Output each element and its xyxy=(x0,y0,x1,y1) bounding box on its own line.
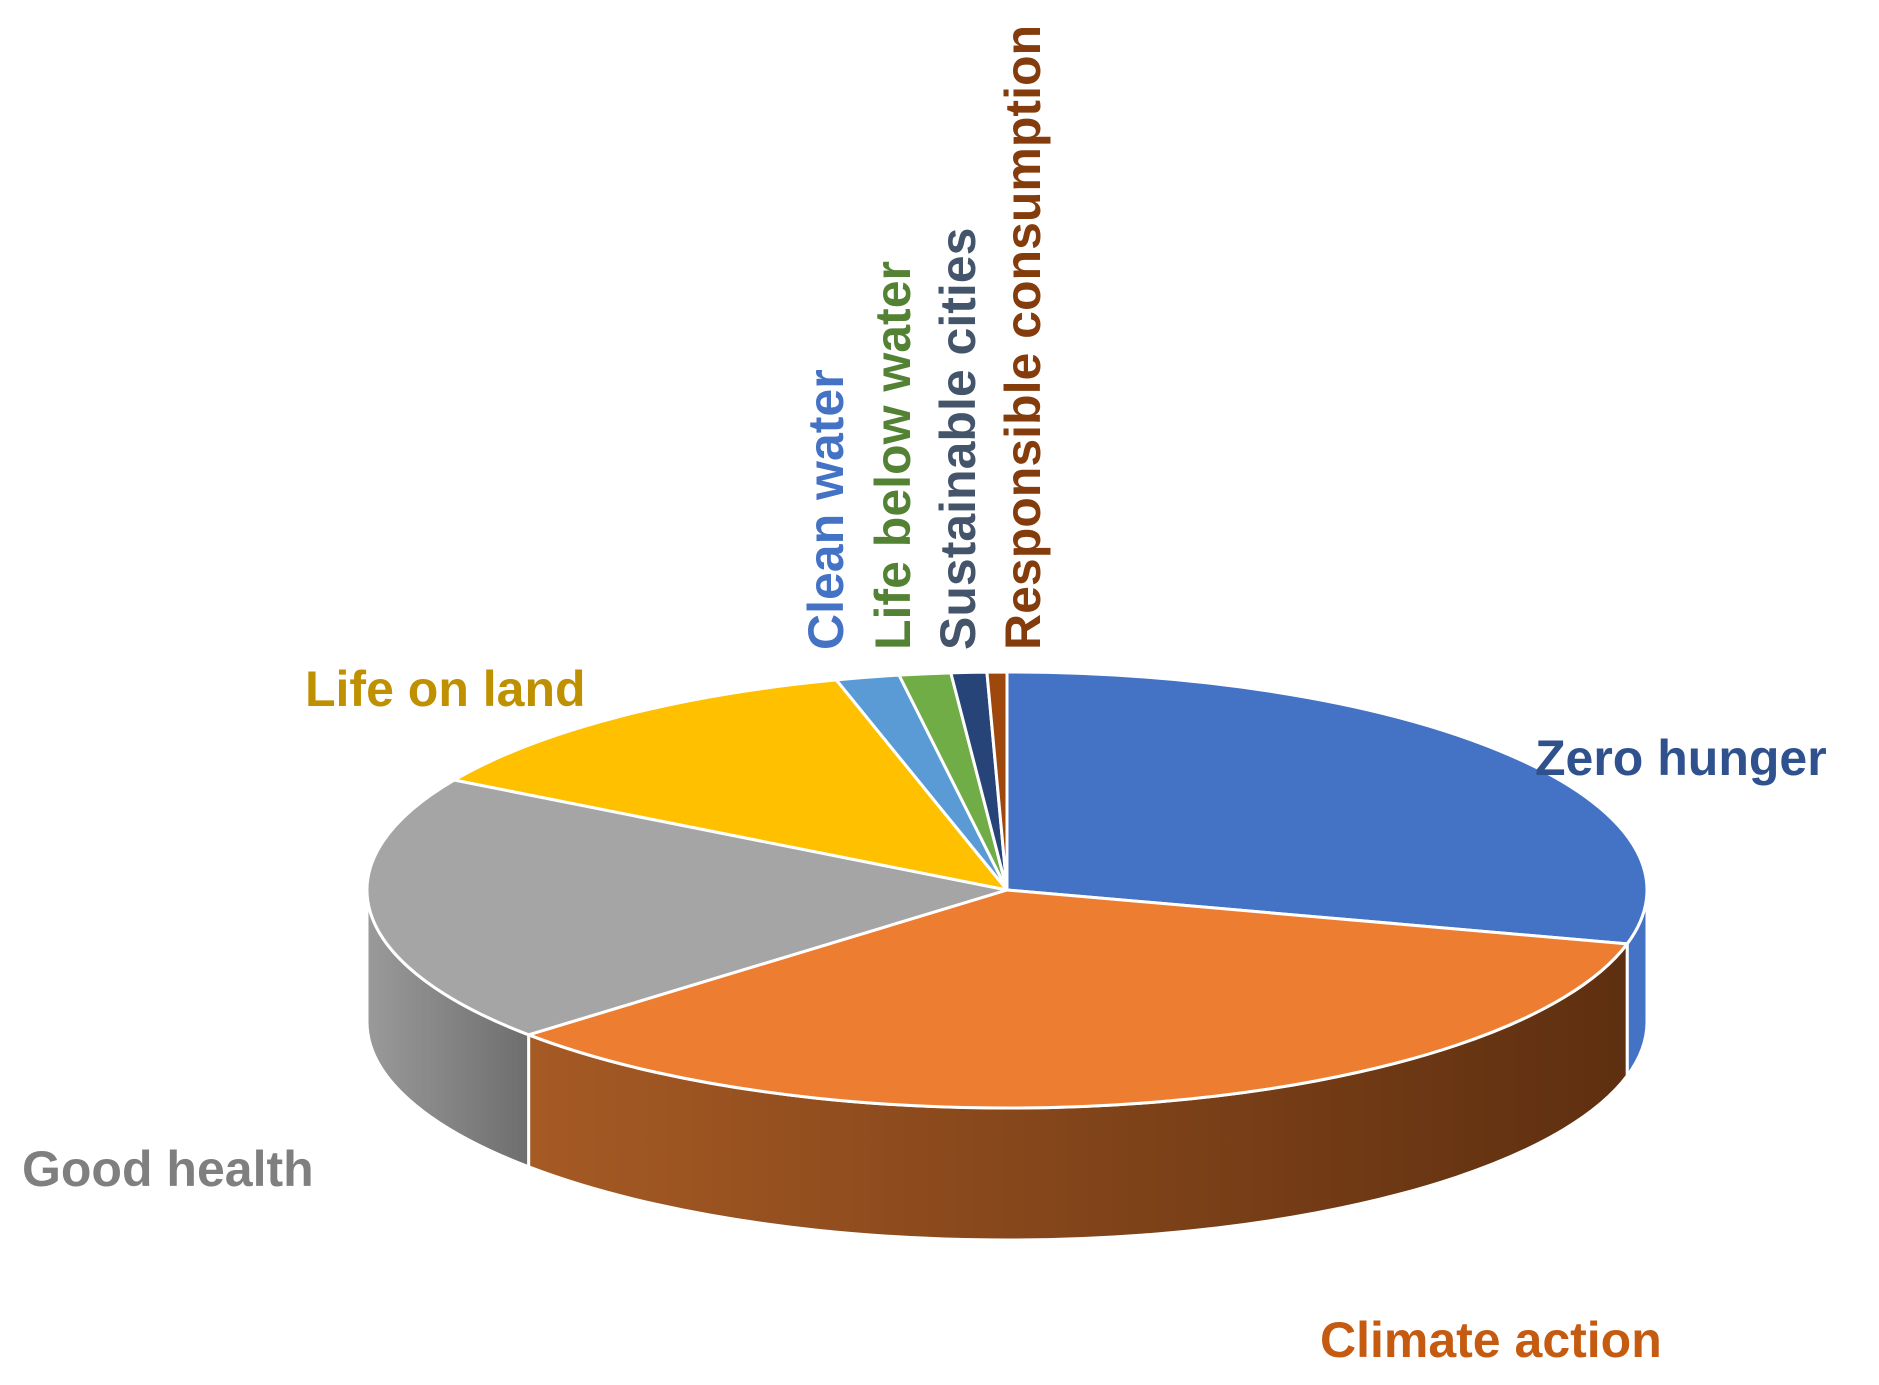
slice-label-zero-hunger: Zero hunger xyxy=(1535,730,1827,786)
pie-slice-zero-hunger xyxy=(1005,670,1649,946)
slice-label-climate-action: Climate action xyxy=(1320,1312,1662,1368)
slice-label-sustainable-cities: Sustainable cities xyxy=(930,228,986,650)
pie-slice-good-health xyxy=(365,778,1009,1037)
slice-label-life-below-water: Life below water xyxy=(865,261,921,650)
pie-top-slices xyxy=(365,670,1649,1110)
slice-label-good-health: Good health xyxy=(22,1141,314,1197)
slice-label-life-on-land: Life on land xyxy=(305,661,586,717)
pie-slice-climate-action xyxy=(527,888,1629,1110)
pie-slice-life-on-land xyxy=(452,678,1009,892)
slice-label-responsible-consumption: Responsible consumption xyxy=(995,25,1051,650)
slice-label-clean-water: Clean water xyxy=(798,369,854,650)
pie-slice-responsible-consumption xyxy=(985,670,1009,892)
